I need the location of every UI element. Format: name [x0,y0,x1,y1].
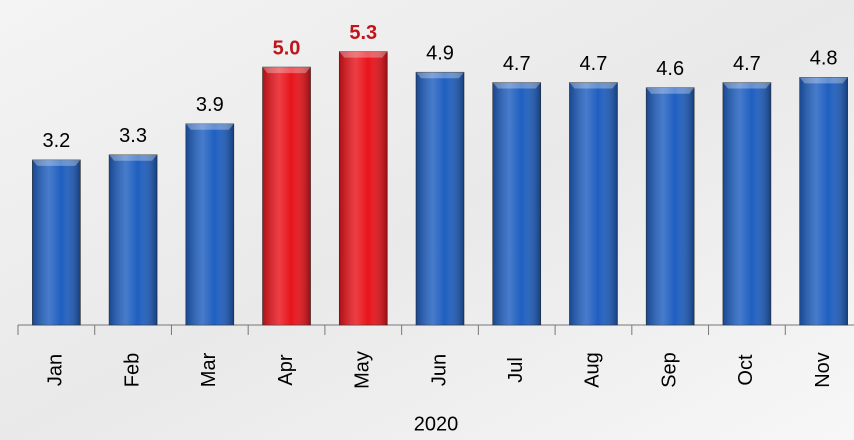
bar-cap [32,160,80,166]
bar-shade [416,72,464,325]
bar-cap [186,124,234,130]
x-tick-label: Jul [505,357,527,383]
value-label: 4.8 [810,48,838,70]
value-label: 4.6 [656,58,684,80]
bar-shade [263,67,311,325]
bar-shade [800,77,848,325]
value-label: 4.7 [580,53,608,75]
x-tick-label: Aug [582,352,604,388]
value-label: 3.3 [119,125,147,147]
bar-shade [493,83,541,325]
value-label: 4.7 [733,53,761,75]
bar-cap [109,155,157,161]
bar-shade [109,155,157,325]
value-label: 4.9 [426,43,454,65]
bar-cap [800,77,848,83]
bar-cap [416,72,464,78]
bar-shade [186,124,234,325]
value-label: 3.2 [42,130,70,152]
bar-shade [723,83,771,325]
bar-cap [569,83,617,89]
x-tick-label: Jun [428,354,450,386]
bar-shade [32,160,80,325]
chart: 2020 Jan 3.2 Feb 3.3 Mar 3.9 Apr 5.0 May 5.3 Jun 4.… [0,0,854,440]
bar-cap [493,83,541,89]
bar-cap [723,83,771,89]
bar-shade [339,52,387,325]
x-tick-label: Feb [121,353,143,387]
x-axis-label: 2020 [414,413,459,435]
x-tick-label: Sep [658,352,680,388]
bar-cap [263,67,311,73]
bar-cap [339,52,387,58]
value-label: 5.3 [349,22,377,44]
value-label: 5.0 [273,37,301,59]
value-label: 3.9 [196,94,224,116]
bar-shade [646,88,694,325]
bar-cap [646,88,694,94]
x-tick-label: Nov [812,352,834,388]
x-tick-label: Jan [45,354,67,386]
x-tick-label: Apr [275,354,297,385]
x-tick-label: May [352,351,374,389]
x-tick-label: Mar [198,352,220,387]
x-tick-label: Oct [735,354,757,386]
value-label: 4.7 [503,53,531,75]
bar-shade [569,83,617,325]
